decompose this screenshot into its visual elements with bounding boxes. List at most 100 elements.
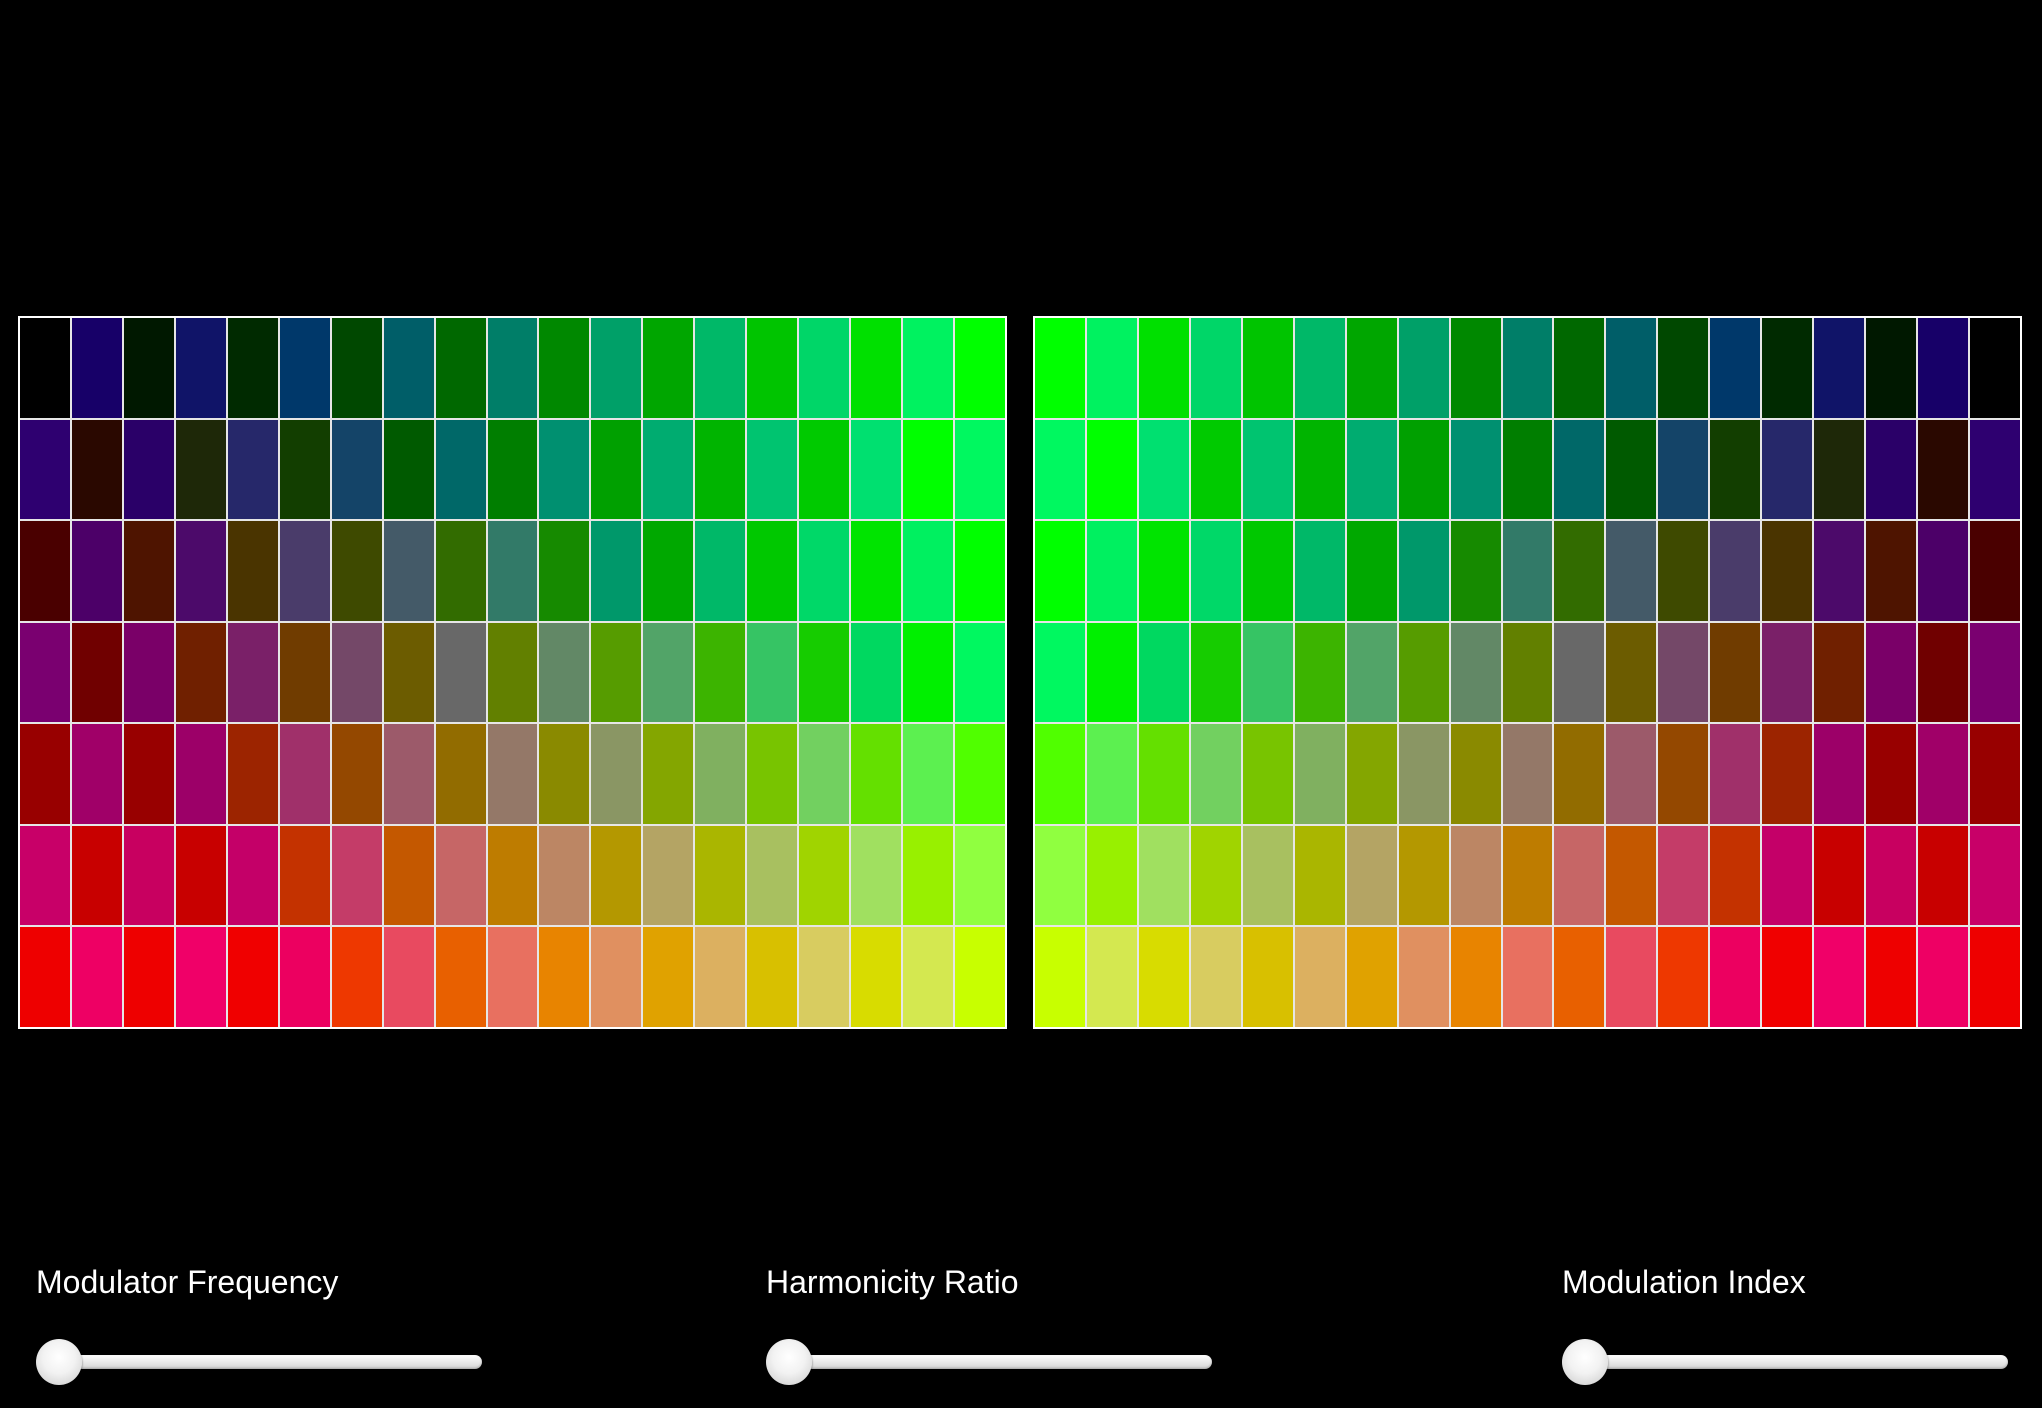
color-cell[interactable]: [227, 318, 278, 418]
color-cell[interactable]: [1762, 419, 1813, 520]
color-cell[interactable]: [1554, 521, 1605, 621]
color-cell[interactable]: [1346, 724, 1397, 824]
color-cell[interactable]: [955, 521, 1005, 621]
color-cell[interactable]: [799, 521, 850, 621]
color-cell[interactable]: [1346, 521, 1397, 621]
color-cell[interactable]: [1658, 825, 1709, 926]
color-cell[interactable]: [331, 419, 382, 520]
color-cell[interactable]: [1294, 825, 1345, 926]
color-cell[interactable]: [1190, 724, 1241, 824]
color-cell[interactable]: [1190, 419, 1241, 520]
color-cell[interactable]: [279, 724, 330, 824]
color-cell[interactable]: [1294, 419, 1345, 520]
slider-track[interactable]: [772, 1355, 1212, 1369]
color-cell[interactable]: [435, 622, 486, 723]
color-cell[interactable]: [903, 622, 954, 723]
color-cell[interactable]: [123, 622, 174, 723]
color-cell[interactable]: [1190, 927, 1241, 1027]
color-cell[interactable]: [1918, 318, 1969, 418]
color-cell[interactable]: [1035, 318, 1085, 418]
color-cell[interactable]: [1554, 927, 1605, 1027]
color-cell[interactable]: [1190, 521, 1241, 621]
color-cell[interactable]: [851, 622, 902, 723]
color-cell[interactable]: [331, 521, 382, 621]
color-cell[interactable]: [1346, 825, 1397, 926]
color-cell[interactable]: [643, 825, 694, 926]
color-cell[interactable]: [1762, 318, 1813, 418]
color-cell[interactable]: [20, 622, 70, 723]
color-cell[interactable]: [643, 622, 694, 723]
color-cell[interactable]: [591, 318, 642, 418]
color-cell[interactable]: [1450, 318, 1501, 418]
color-cell[interactable]: [1762, 622, 1813, 723]
color-cell[interactable]: [1710, 622, 1761, 723]
color-cell[interactable]: [591, 927, 642, 1027]
color-cell[interactable]: [435, 825, 486, 926]
color-cell[interactable]: [1346, 318, 1397, 418]
color-cell[interactable]: [123, 318, 174, 418]
color-cell[interactable]: [1242, 521, 1293, 621]
color-cell[interactable]: [1138, 825, 1189, 926]
color-cell[interactable]: [1606, 927, 1657, 1027]
color-cell[interactable]: [851, 927, 902, 1027]
slider-thumb[interactable]: [1562, 1339, 1608, 1385]
color-cell[interactable]: [279, 419, 330, 520]
color-cell[interactable]: [1242, 419, 1293, 520]
color-cell[interactable]: [1866, 825, 1917, 926]
color-cell[interactable]: [20, 318, 70, 418]
color-cell[interactable]: [1502, 927, 1553, 1027]
color-cell[interactable]: [643, 927, 694, 1027]
color-cell[interactable]: [487, 521, 538, 621]
color-cell[interactable]: [487, 825, 538, 926]
color-cell[interactable]: [1450, 927, 1501, 1027]
color-cell[interactable]: [851, 419, 902, 520]
color-cell[interactable]: [1398, 927, 1449, 1027]
color-cell[interactable]: [747, 521, 798, 621]
color-cell[interactable]: [903, 419, 954, 520]
color-cell[interactable]: [1138, 521, 1189, 621]
color-cell[interactable]: [1242, 724, 1293, 824]
slider-track[interactable]: [42, 1355, 482, 1369]
color-cell[interactable]: [1294, 927, 1345, 1027]
color-cell[interactable]: [1710, 521, 1761, 621]
color-cell[interactable]: [1970, 622, 2020, 723]
color-cell[interactable]: [1502, 724, 1553, 824]
color-cell[interactable]: [1762, 927, 1813, 1027]
color-cell[interactable]: [643, 724, 694, 824]
color-cell[interactable]: [227, 724, 278, 824]
color-cell[interactable]: [383, 927, 434, 1027]
color-cell[interactable]: [487, 927, 538, 1027]
color-cell[interactable]: [1242, 927, 1293, 1027]
color-cell[interactable]: [903, 825, 954, 926]
color-cell[interactable]: [1294, 318, 1345, 418]
color-cell[interactable]: [1242, 825, 1293, 926]
color-cell[interactable]: [1138, 419, 1189, 520]
color-cell[interactable]: [643, 419, 694, 520]
modulation-index-slider[interactable]: [1562, 1339, 2008, 1385]
color-grid-left[interactable]: [18, 316, 1007, 1029]
color-cell[interactable]: [1970, 419, 2020, 520]
color-cell[interactable]: [279, 622, 330, 723]
color-cell[interactable]: [1035, 622, 1085, 723]
color-cell[interactable]: [175, 318, 226, 418]
color-cell[interactable]: [1710, 419, 1761, 520]
slider-thumb[interactable]: [36, 1339, 82, 1385]
color-cell[interactable]: [1035, 521, 1085, 621]
color-cell[interactable]: [1762, 724, 1813, 824]
color-cell[interactable]: [487, 622, 538, 723]
color-cell[interactable]: [71, 622, 122, 723]
color-cell[interactable]: [695, 521, 746, 621]
color-cell[interactable]: [1970, 521, 2020, 621]
color-cell[interactable]: [1398, 622, 1449, 723]
color-cell[interactable]: [1606, 724, 1657, 824]
color-cell[interactable]: [383, 622, 434, 723]
color-cell[interactable]: [331, 825, 382, 926]
color-cell[interactable]: [435, 927, 486, 1027]
color-cell[interactable]: [435, 521, 486, 621]
color-cell[interactable]: [1606, 318, 1657, 418]
color-cell[interactable]: [539, 724, 590, 824]
color-cell[interactable]: [1086, 419, 1137, 520]
color-cell[interactable]: [1866, 318, 1917, 418]
color-cell[interactable]: [1918, 419, 1969, 520]
color-cell[interactable]: [1814, 622, 1865, 723]
